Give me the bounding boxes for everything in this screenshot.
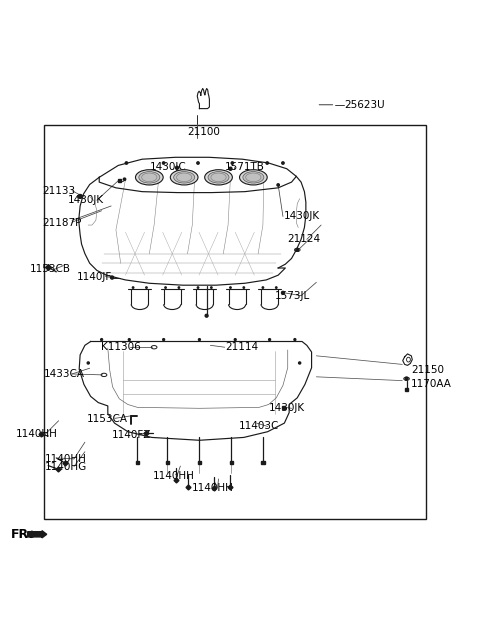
Bar (282, 406, 285, 409)
Bar (136, 461, 139, 464)
Ellipse shape (208, 172, 229, 183)
Text: 1571TB: 1571TB (225, 162, 264, 172)
Circle shape (110, 276, 114, 279)
Text: 21114: 21114 (226, 342, 259, 352)
Text: 1140HG: 1140HG (45, 462, 87, 472)
Bar (198, 461, 201, 464)
Bar (118, 179, 121, 182)
Circle shape (197, 162, 199, 164)
Circle shape (123, 178, 126, 180)
Circle shape (125, 162, 128, 164)
Text: 1433CA: 1433CA (43, 369, 84, 379)
Bar (44, 125, 426, 519)
Circle shape (101, 338, 103, 340)
Text: 1153CB: 1153CB (30, 265, 71, 274)
Circle shape (231, 162, 234, 164)
Circle shape (132, 287, 134, 288)
Text: 1430JK: 1430JK (269, 403, 305, 413)
Text: 1430JK: 1430JK (68, 196, 104, 205)
Circle shape (78, 194, 82, 198)
Text: 1140FZ: 1140FZ (112, 430, 152, 440)
Circle shape (162, 162, 165, 164)
Text: 1140HH: 1140HH (153, 471, 195, 481)
Circle shape (266, 162, 268, 164)
Circle shape (230, 287, 231, 288)
Text: 1140HH: 1140HH (45, 454, 87, 464)
Circle shape (165, 287, 166, 288)
Text: 21150: 21150 (411, 365, 444, 375)
Text: 1170AA: 1170AA (411, 379, 452, 390)
Ellipse shape (174, 172, 195, 183)
Bar (405, 388, 408, 390)
Text: 11403C: 11403C (239, 421, 279, 431)
Circle shape (269, 338, 271, 340)
Circle shape (294, 338, 296, 340)
Text: 1153CA: 1153CA (86, 414, 127, 424)
Circle shape (243, 287, 244, 288)
Ellipse shape (204, 170, 232, 185)
Circle shape (281, 292, 284, 294)
Text: 25623U: 25623U (344, 100, 384, 110)
Circle shape (296, 249, 299, 251)
Text: 1430JC: 1430JC (149, 162, 186, 172)
Text: 21124: 21124 (288, 235, 321, 244)
Ellipse shape (170, 170, 198, 185)
Bar (261, 461, 264, 464)
Circle shape (229, 167, 232, 171)
Text: 1140JF: 1140JF (77, 272, 112, 281)
Circle shape (205, 314, 208, 317)
Circle shape (211, 287, 212, 288)
Circle shape (197, 287, 199, 288)
Circle shape (199, 338, 200, 340)
FancyArrow shape (28, 531, 47, 538)
Circle shape (262, 287, 264, 288)
Ellipse shape (243, 172, 264, 183)
Text: FR.: FR. (11, 528, 34, 541)
Text: K11306: K11306 (101, 342, 141, 352)
Circle shape (282, 162, 284, 164)
Bar (230, 461, 233, 464)
Circle shape (178, 287, 180, 288)
Text: 1573JL: 1573JL (275, 290, 310, 301)
Text: 1140HH: 1140HH (16, 429, 58, 439)
Circle shape (176, 166, 179, 169)
Text: 21187P: 21187P (42, 218, 82, 228)
Circle shape (146, 287, 147, 288)
Circle shape (405, 377, 408, 380)
Circle shape (276, 287, 277, 288)
Circle shape (87, 362, 89, 364)
Circle shape (234, 338, 236, 340)
Circle shape (128, 338, 130, 340)
Text: 21100: 21100 (188, 127, 220, 137)
Circle shape (299, 362, 300, 364)
Text: 1140HH: 1140HH (192, 483, 233, 492)
Ellipse shape (135, 170, 163, 185)
Circle shape (163, 338, 165, 340)
Text: 1430JK: 1430JK (284, 212, 320, 222)
Ellipse shape (240, 170, 267, 185)
Ellipse shape (139, 172, 160, 183)
Text: 21133: 21133 (42, 186, 75, 196)
Circle shape (277, 184, 279, 186)
Bar (166, 461, 169, 464)
